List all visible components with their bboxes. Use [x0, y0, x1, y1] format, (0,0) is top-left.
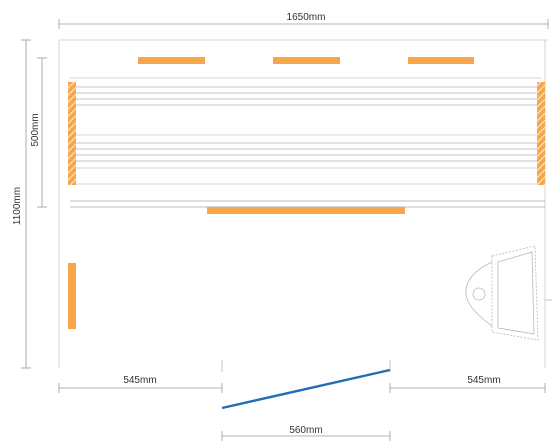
bench-front-heater — [207, 207, 405, 214]
ceiling-heater-right — [408, 57, 474, 64]
ceiling-heater-center — [273, 57, 340, 64]
door-width-label: 560mm — [289, 425, 322, 436]
top-dimension: 1650mm — [58, 12, 549, 29]
left-wall-heater — [68, 263, 76, 329]
side-heater-right — [537, 82, 545, 185]
seat-icon — [465, 245, 552, 341]
side-heater-left — [68, 82, 76, 185]
left-gap-label: 545mm — [123, 375, 156, 386]
total-height-label: 1100mm — [12, 187, 23, 225]
left-outer-dimension: 1100mm — [12, 39, 31, 369]
right-gap-label: 545mm — [467, 375, 500, 386]
door-icon — [221, 368, 391, 410]
bench — [70, 77, 545, 208]
bench-height-label: 500mm — [30, 113, 41, 146]
room-outline — [58, 39, 548, 368]
ceiling-heater-left — [138, 57, 205, 64]
left-inner-dimension: 500mm — [30, 57, 47, 208]
bottom-dimensions: 545mm 545mm 560mm — [58, 360, 546, 441]
ceiling-heaters — [138, 57, 474, 64]
total-width-label: 1650mm — [287, 12, 326, 23]
